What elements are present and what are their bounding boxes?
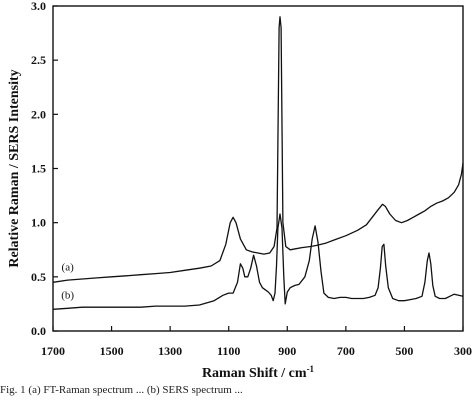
y-tick-label: 0.5	[31, 270, 46, 284]
x-tick-label: 1700	[41, 344, 65, 358]
x-tick-label: 900	[278, 344, 296, 358]
y-axis: 0.0 0.5 1.0 1.5 2.0 2.5 3.0	[31, 0, 58, 338]
y-tick-label: 0.0	[31, 324, 46, 338]
x-tick-label: 500	[395, 344, 413, 358]
x-tick-label: 1500	[100, 344, 124, 358]
x-axis-title-text: Raman Shift / cm	[202, 366, 307, 381]
x-axis-title-superscript: -1	[307, 364, 315, 374]
series-label: (b)	[61, 290, 74, 302]
figure-caption: Fig. 1 (a) FT-Raman spectrum ... (b) SER…	[0, 384, 243, 396]
x-axis: 1700 1500 1300 1100 900 700 500 300	[41, 326, 472, 358]
raman-sers-chart: 1700 1500 1300 1100 900 700 500 300 0.0 0.5 1.0 1.…	[7, 0, 472, 381]
y-tick-label: 2.0	[31, 107, 46, 121]
x-tick-label: 1300	[158, 344, 182, 358]
series-layer	[52, 16, 464, 310]
x-axis-title: Raman Shift / cm-1	[202, 364, 315, 381]
x-tick-label: 300	[454, 344, 472, 358]
y-tick-label: 1.5	[31, 162, 46, 176]
series-line	[52, 16, 464, 283]
x-tick-label: 1100	[217, 344, 240, 358]
y-tick-label: 1.0	[31, 216, 46, 230]
y-tick-label: 2.5	[31, 53, 46, 67]
y-tick-label: 3.0	[31, 0, 46, 13]
series-line	[52, 213, 464, 310]
series-tags: (a) (b)	[61, 261, 74, 301]
series-label: (a)	[62, 261, 75, 273]
x-tick-label: 700	[337, 344, 355, 358]
plot-frame	[52, 5, 464, 332]
y-axis-title: Relative Raman / SERS Intensity	[7, 69, 22, 267]
